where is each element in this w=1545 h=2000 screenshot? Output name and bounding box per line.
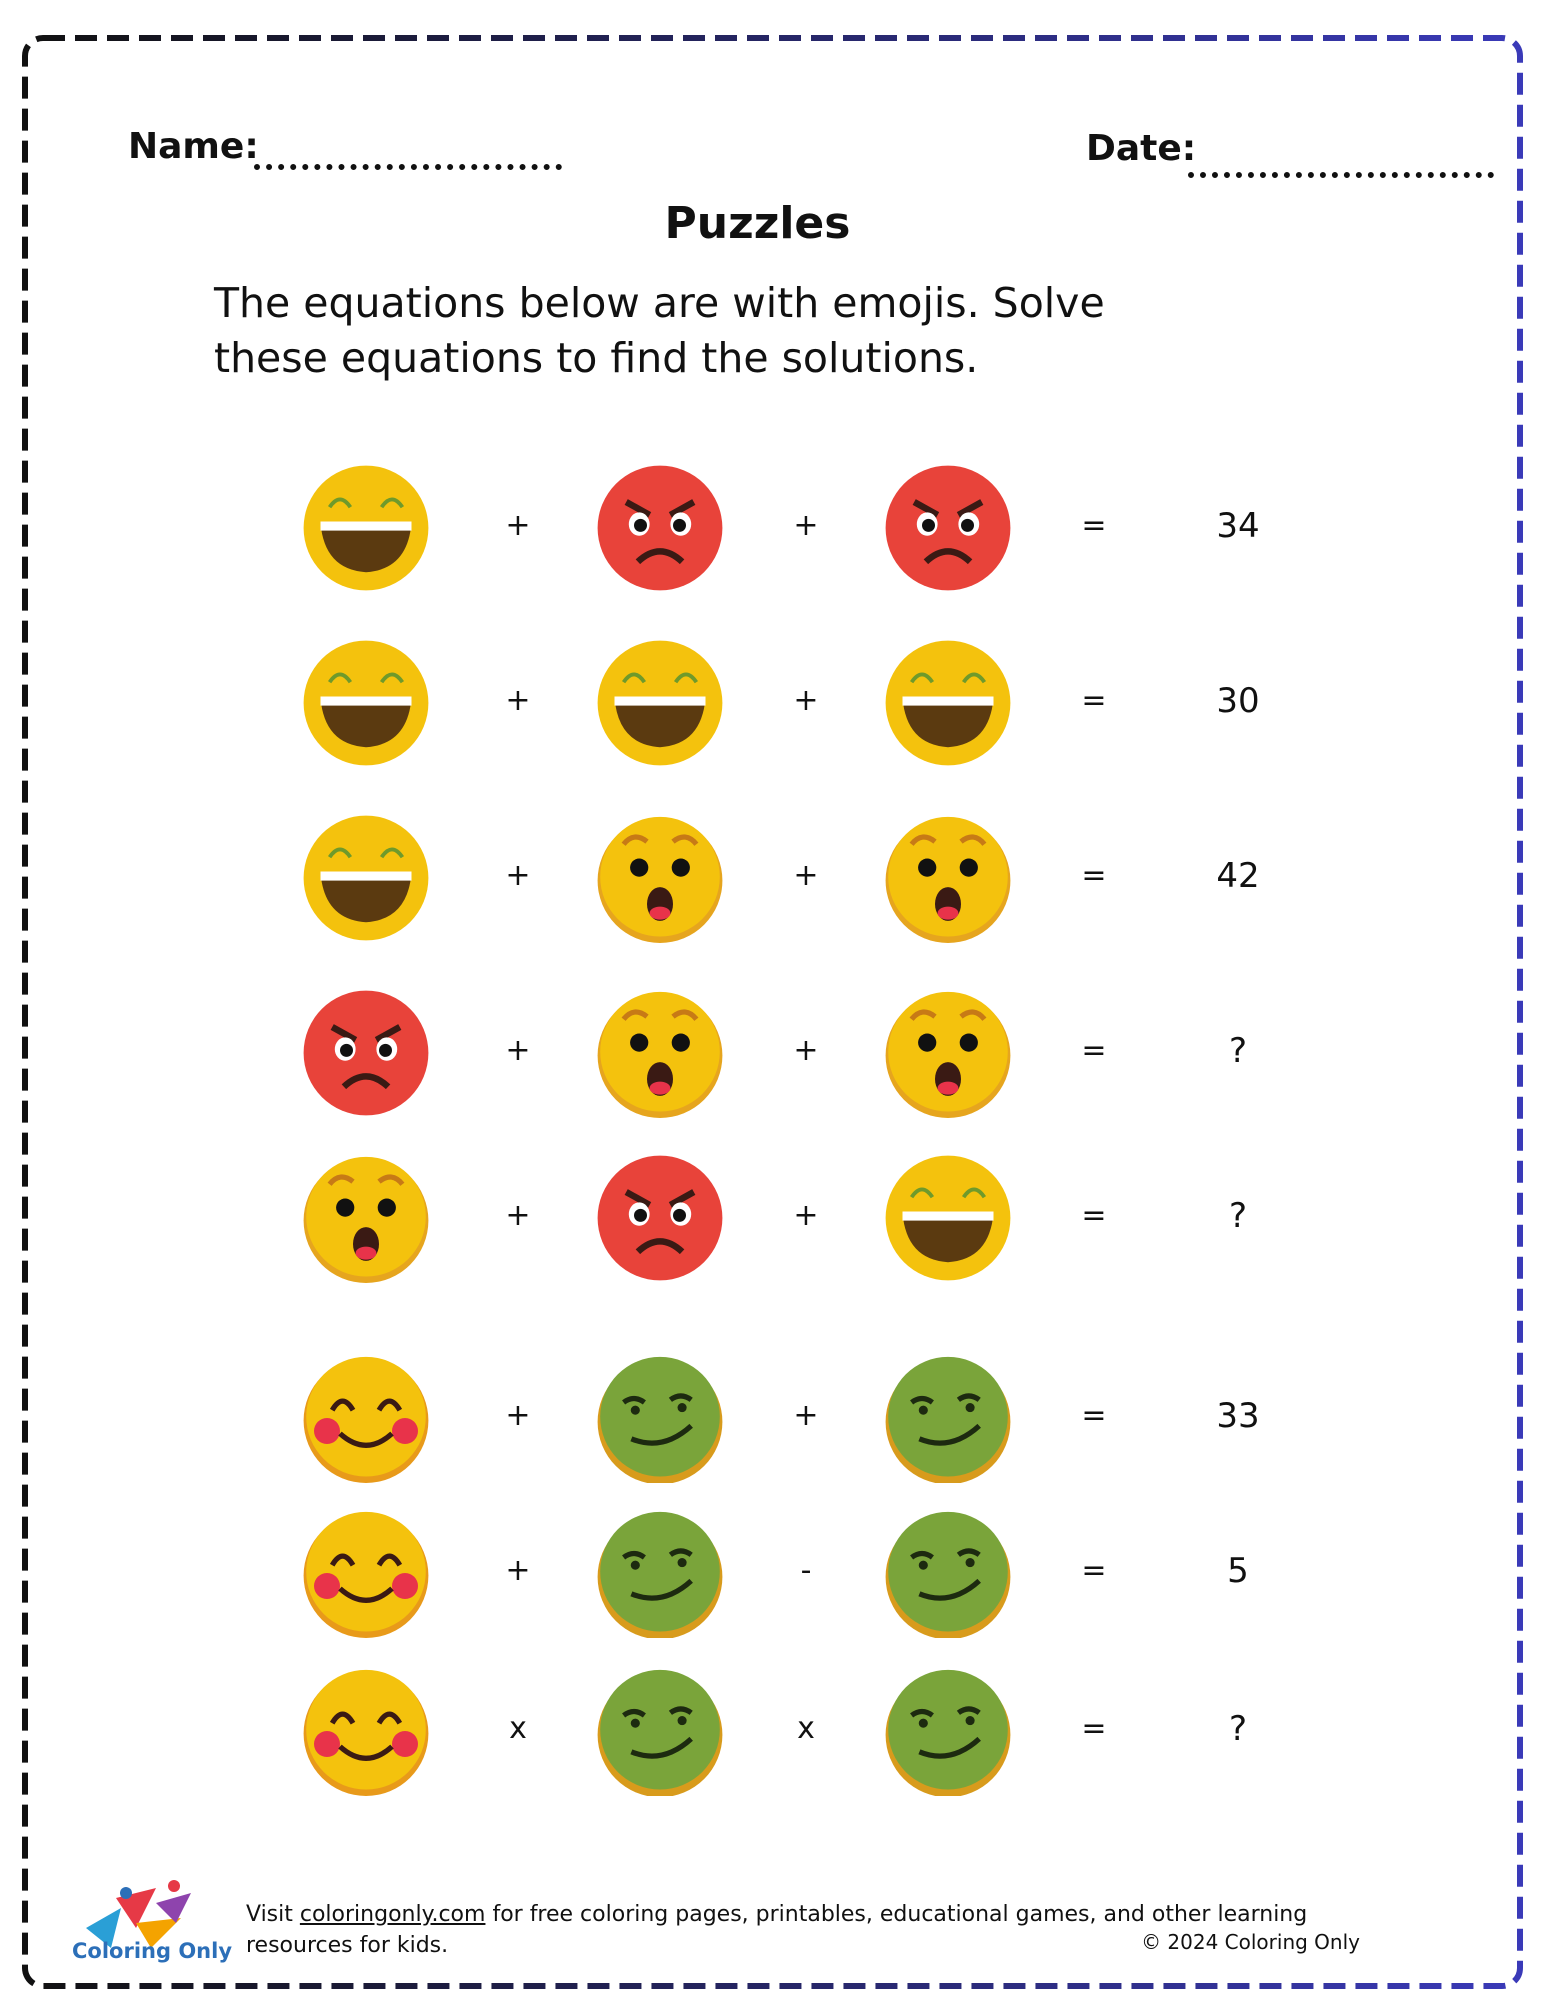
green-smirk-emoji [595,1508,725,1640]
operator: + [793,1398,819,1433]
grinning-laugh-emoji [883,1153,1013,1283]
operator: + [505,1398,531,1433]
angry-red-emoji [595,1153,725,1283]
angry-red-emoji [301,988,431,1118]
surprised-emoji [301,1153,431,1283]
date-line[interactable] [1188,172,1494,178]
operator: + [505,683,531,718]
operator: + [505,508,531,543]
equation-result: 42 [1216,856,1260,896]
equation-result: 30 [1216,681,1260,721]
grinning-laugh-emoji [301,813,431,943]
equals-sign: = [1081,1711,1107,1746]
footer-rest: for free coloring pages, printables, edu… [246,1902,1308,1958]
green-smirk-emoji [595,1666,725,1798]
operator: + [793,1033,819,1068]
surprised-emoji [883,988,1013,1118]
blushing-smile-emoji [301,1508,431,1638]
surprised-emoji [595,813,725,943]
operator: + [505,858,531,893]
equation-result[interactable]: ? [1228,1031,1248,1071]
page-title: Puzzles [664,198,851,249]
operator: + [793,683,819,718]
equals-sign: = [1081,1553,1107,1588]
equals-sign: = [1081,508,1107,543]
equation-result: 33 [1216,1396,1260,1436]
footer-link[interactable]: coloringonly.com [299,1902,486,1927]
operator: x [797,1711,815,1746]
operator: + [505,1033,531,1068]
date-label: Date: [1086,128,1197,169]
surprised-emoji [883,813,1013,943]
equals-sign: = [1081,1198,1107,1233]
equation-result[interactable]: ? [1228,1709,1248,1749]
operator: + [505,1553,531,1588]
operator: + [793,858,819,893]
blushing-smile-emoji [301,1666,431,1796]
green-smirk-emoji [883,1508,1013,1640]
operator: - [800,1553,812,1588]
equation-result[interactable]: ? [1228,1196,1248,1236]
operator: + [793,1198,819,1233]
green-smirk-emoji [595,1353,725,1485]
operator: + [505,1198,531,1233]
grinning-laugh-emoji [883,638,1013,768]
instructions: The equations below are with emojis. Sol… [214,279,1105,382]
footer-text: Visit coloringonly.com for free coloring… [246,1899,1406,1961]
equals-sign: = [1081,1398,1107,1433]
name-line[interactable] [254,164,562,170]
grinning-laugh-emoji [595,638,725,768]
operator: x [509,1711,527,1746]
grinning-laugh-emoji [301,638,431,768]
blushing-smile-emoji [301,1353,431,1483]
copyright: © 2024 Coloring Only [1141,1930,1360,1954]
footer-visit: Visit [246,1902,300,1927]
angry-red-emoji [883,463,1013,593]
equals-sign: = [1081,858,1107,893]
green-smirk-emoji [883,1353,1013,1485]
equals-sign: = [1081,683,1107,718]
logo-text: Coloring Only [72,1939,233,1963]
operator: + [793,508,819,543]
coloring-only-logo [86,1880,191,1948]
angry-red-emoji [595,463,725,593]
green-smirk-emoji [883,1666,1013,1798]
grinning-laugh-emoji [301,463,431,593]
name-label: Name: [128,126,259,167]
equation-result: 34 [1216,506,1260,546]
equals-sign: = [1081,1033,1107,1068]
surprised-emoji [595,988,725,1118]
equation-result: 5 [1227,1551,1249,1591]
